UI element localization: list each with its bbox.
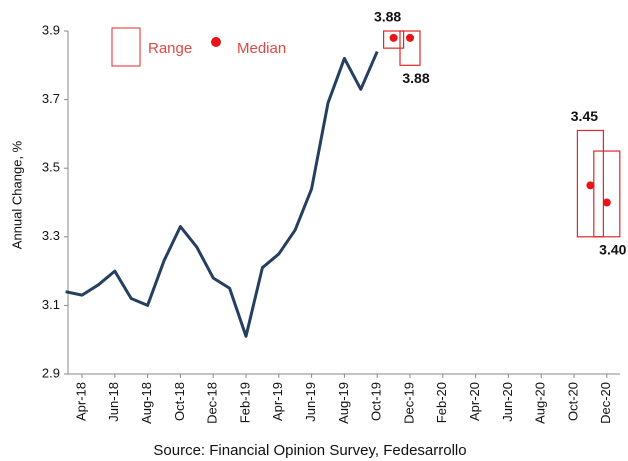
y-tick-label: 3.3 bbox=[42, 228, 60, 243]
legend-range: Range bbox=[148, 40, 192, 57]
range-box bbox=[593, 150, 621, 238]
y-tick-label: 3.9 bbox=[42, 22, 60, 37]
x-tick-label: Jun-20 bbox=[500, 382, 515, 422]
legend-median-swatch bbox=[211, 37, 221, 47]
x-tick-label: Oct-18 bbox=[172, 382, 187, 421]
x-tick-label: Aug-18 bbox=[139, 382, 154, 424]
median-dot bbox=[602, 198, 611, 207]
x-tick-label: Aug-19 bbox=[336, 382, 351, 424]
range-box bbox=[383, 30, 405, 49]
x-tick-label: Aug-20 bbox=[533, 382, 548, 424]
x-tick-label: Oct-20 bbox=[565, 382, 580, 421]
median-dot bbox=[406, 33, 414, 42]
data-label: 3.45 bbox=[571, 108, 598, 124]
x-tick-label: Oct-19 bbox=[369, 382, 384, 421]
data-label: 3.88 bbox=[402, 70, 429, 86]
range-box bbox=[399, 30, 421, 66]
x-tick-label: Feb-19 bbox=[237, 382, 252, 423]
x-tick-label: Jun-19 bbox=[303, 382, 318, 422]
x-tick-label: Apr-18 bbox=[73, 382, 88, 421]
legend-range-swatch bbox=[111, 27, 141, 67]
median-dot bbox=[586, 181, 595, 190]
x-tick-label: Apr-19 bbox=[270, 382, 285, 421]
median-dot bbox=[389, 33, 398, 42]
data-label: 3.88 bbox=[374, 9, 401, 25]
line bbox=[65, 50, 379, 338]
source: Source: Financial Opinion Survey, Fedesa… bbox=[153, 442, 466, 459]
x-tick-label: Jun-18 bbox=[106, 382, 121, 422]
x-tick-label: Dec-19 bbox=[401, 382, 416, 424]
y-tick-label: 3.7 bbox=[42, 91, 60, 106]
x-tick-label: Apr-20 bbox=[467, 382, 482, 421]
x-tick-label: Dec-20 bbox=[598, 382, 613, 424]
x-tick-label: Dec-18 bbox=[205, 382, 220, 424]
range-box bbox=[576, 129, 605, 238]
y-tick-label: 3.1 bbox=[42, 297, 60, 312]
legend-median: Median bbox=[237, 40, 286, 57]
y-axis-label: Annual Change, % bbox=[9, 140, 24, 249]
data-label: 3.40 bbox=[599, 242, 626, 258]
x-tick-label: Feb-20 bbox=[434, 382, 449, 423]
y-tick-label: 3.5 bbox=[42, 160, 60, 175]
y-tick-label: 2.9 bbox=[42, 365, 60, 380]
